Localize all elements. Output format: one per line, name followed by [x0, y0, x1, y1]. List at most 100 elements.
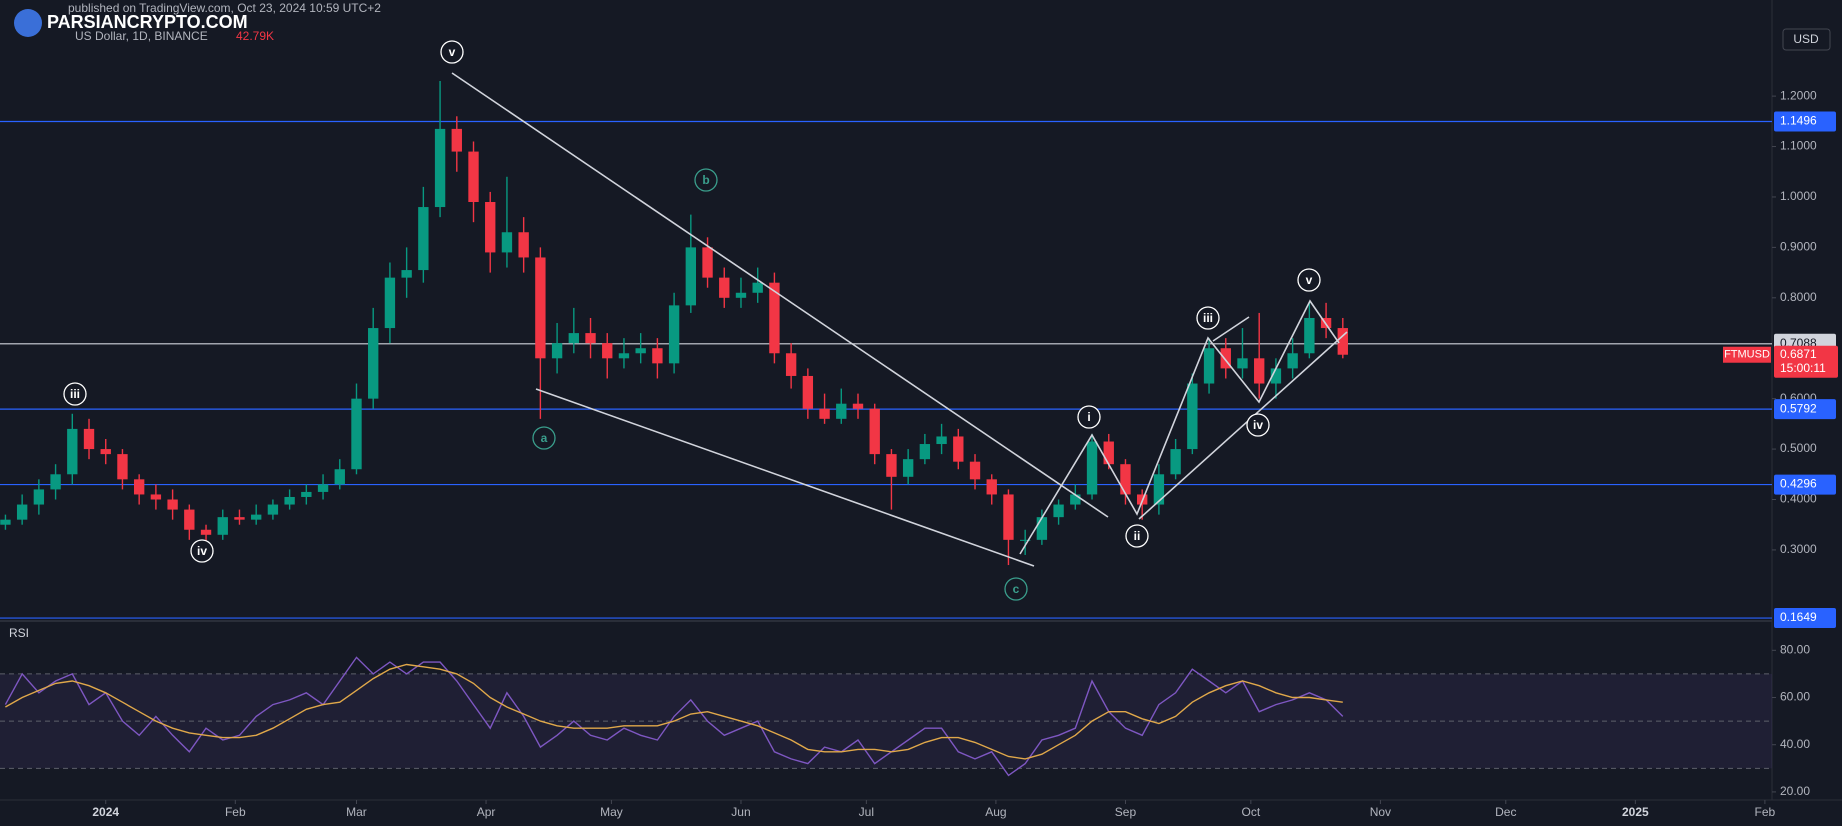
candle-body	[635, 348, 646, 354]
candle-body	[719, 277, 730, 298]
wave-marker	[1125, 524, 1149, 548]
candle-body	[434, 128, 446, 208]
candle-body	[100, 449, 111, 455]
x-tick-label: 2025	[1622, 805, 1649, 819]
candle-body	[735, 292, 747, 298]
level-label: 0.1649	[1780, 610, 1817, 624]
candle-body	[1287, 353, 1298, 369]
x-tick-label: Jul	[859, 805, 874, 819]
candle-body	[485, 202, 496, 253]
x-tick-label: Jun	[731, 805, 750, 819]
candle-body	[785, 353, 797, 376]
level-label: 0.5792	[1780, 401, 1817, 415]
rsi-y-tick-label: 20.00	[1780, 784, 1810, 798]
y-tick-label: 0.8000	[1780, 290, 1817, 304]
candle-body	[284, 496, 295, 505]
wave-label: ii	[1134, 529, 1141, 543]
watermark-logo	[14, 9, 42, 37]
level-label-box	[1774, 474, 1836, 495]
wave-marker	[1297, 268, 1321, 292]
trend-lines	[451, 72, 1348, 567]
candle-body	[501, 232, 513, 253]
candle-body	[0, 519, 11, 525]
trend-line	[535, 388, 1035, 567]
candle-body	[1220, 348, 1231, 369]
wave-marker	[63, 382, 87, 406]
candle-body	[1254, 358, 1265, 384]
countdown: 15:00:11	[1780, 361, 1826, 375]
level-label-box	[1774, 111, 1836, 132]
candle-body	[702, 247, 713, 278]
level-label: 1.1496	[1780, 114, 1817, 128]
wave-label: iv	[1253, 418, 1263, 432]
candle-body	[451, 128, 462, 152]
x-tick-label: Mar	[346, 805, 367, 819]
candle-body	[234, 517, 245, 520]
candle-body	[1070, 494, 1081, 505]
candle-body	[317, 484, 329, 492]
candle-body	[150, 494, 162, 500]
candle-body	[602, 343, 613, 359]
candle-body	[468, 151, 479, 203]
x-tick-label: Apr	[477, 805, 496, 819]
candle-body	[368, 328, 379, 399]
candle-body	[1086, 441, 1098, 495]
candle-body	[852, 403, 864, 409]
candle-body	[568, 333, 579, 344]
wave-label: v	[449, 45, 456, 59]
candle-body	[67, 428, 78, 475]
candle-body	[652, 348, 663, 364]
candle-body	[418, 207, 429, 271]
wave-marker	[190, 539, 214, 563]
y-tick-label: 0.9000	[1780, 240, 1817, 254]
candle-body	[535, 257, 546, 359]
candle-body	[869, 408, 880, 455]
candle-body	[133, 479, 145, 495]
candle-body	[16, 504, 28, 520]
y-tick-label: 1.1000	[1780, 139, 1817, 153]
volume: 42.79K	[236, 29, 274, 43]
header: published on TradingView.com, Oct 23, 20…	[68, 1, 381, 15]
candle-body	[1187, 383, 1198, 450]
candle-body	[1103, 441, 1114, 465]
wave-label: c	[1013, 582, 1020, 596]
wave-label: iii	[1203, 311, 1213, 325]
wave-marker	[1077, 405, 1101, 429]
candle-body	[1053, 504, 1064, 518]
candle-body	[819, 408, 830, 419]
x-tick-label: Nov	[1370, 805, 1391, 819]
wave-label: iv	[197, 544, 207, 558]
wave-label: i	[1087, 410, 1090, 424]
candle-body	[953, 436, 964, 462]
candle-body	[802, 375, 814, 409]
rsi-y-tick-label: 40.00	[1780, 737, 1810, 751]
wave-marker	[1246, 413, 1270, 437]
level-label-box	[1774, 608, 1836, 629]
y-tick-label: 1.0000	[1780, 189, 1817, 203]
candle-body	[685, 247, 697, 306]
candle-body	[117, 454, 128, 480]
wave-marker	[1196, 306, 1220, 330]
candle-body	[902, 459, 914, 477]
wave-marker	[440, 40, 464, 64]
candle-body	[1170, 449, 1181, 475]
symbol-label: FTMUSD	[1724, 349, 1770, 361]
candle-body	[217, 517, 228, 535]
watermark: PARSIANCRYPTO.COM	[47, 12, 248, 32]
wave-line	[1019, 299, 1340, 555]
trend-line	[1212, 316, 1250, 342]
candle-body	[836, 403, 847, 419]
candle-body	[1237, 358, 1248, 369]
candle-body	[384, 277, 396, 329]
candle-body	[969, 461, 981, 480]
candle-body	[1203, 348, 1215, 384]
candle-body	[50, 474, 61, 490]
candle-body	[919, 444, 931, 460]
candle-body	[1003, 494, 1014, 540]
candle-body	[1120, 464, 1131, 495]
x-tick-label: Dec	[1495, 805, 1516, 819]
rsi-title: RSI	[9, 626, 29, 640]
y-tick-label: 0.3000	[1780, 542, 1817, 556]
candle-body	[886, 454, 897, 477]
